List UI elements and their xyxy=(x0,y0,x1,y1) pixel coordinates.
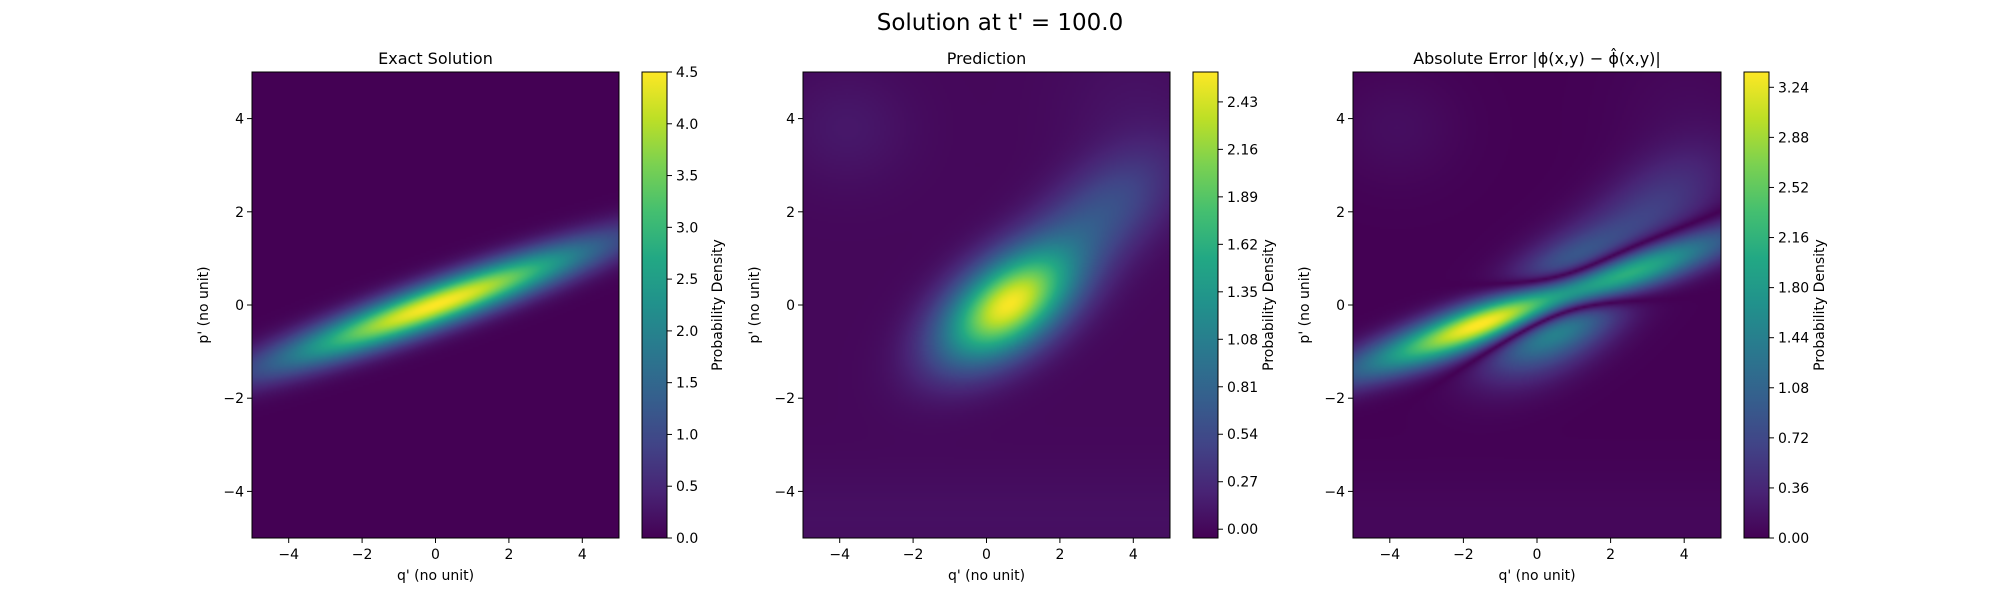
x-tick-label: −4 xyxy=(829,547,850,563)
colorbar xyxy=(1743,71,1770,539)
colorbar-label: Probability Density xyxy=(710,239,726,371)
y-tick-label: 4 xyxy=(235,112,244,128)
colorbar-tick-label: 0.00 xyxy=(1778,531,1809,547)
y-tick-label: 2 xyxy=(1336,205,1345,221)
subplot-3: Absolute Error |ϕ(x,y) − ϕ̂(x,y)| −4 −2 0 2 4… xyxy=(1297,48,1828,584)
colorbar-tick-label: 1.35 xyxy=(1227,285,1258,301)
x-tick-label: 2 xyxy=(1055,547,1064,563)
x-tick-label: 0 xyxy=(431,547,440,563)
colorbar-tick-label: 4.0 xyxy=(676,117,698,133)
colorbar-tick-label: 2.88 xyxy=(1778,130,1809,146)
x-tick-label: 4 xyxy=(578,547,587,563)
x-tick-label: 2 xyxy=(1606,547,1615,563)
x-tick-label: 4 xyxy=(1129,547,1138,563)
x-tick-label: 2 xyxy=(504,547,513,563)
colorbar-tick-label: 4.5 xyxy=(676,65,698,81)
colorbar-label: Probability Density xyxy=(1812,239,1828,371)
y-tick-label: −4 xyxy=(774,484,795,500)
colorbar-tick-label: 1.89 xyxy=(1227,190,1258,206)
colorbar-tick-label: 0.0 xyxy=(676,531,698,547)
colorbar-tick-label: 2.16 xyxy=(1778,231,1809,247)
colorbar-tick-label: 2.5 xyxy=(676,272,698,288)
subplot-title: Prediction xyxy=(947,49,1026,68)
colorbar-tick-label: 0.5 xyxy=(676,479,698,495)
x-axis-label: q' (no unit) xyxy=(1498,568,1575,584)
y-tick-label: −4 xyxy=(1324,484,1345,500)
colorbar-tick-label: 0.36 xyxy=(1778,481,1809,497)
x-tick-label: −2 xyxy=(1453,547,1474,563)
y-tick-label: 0 xyxy=(1336,298,1345,314)
y-tick-label: 2 xyxy=(786,205,795,221)
colorbar-tick-label: 0.81 xyxy=(1227,380,1258,396)
colorbar-tick-label: 3.24 xyxy=(1778,80,1809,96)
y-tick-label: −2 xyxy=(774,391,795,407)
colorbar-tick-label: 1.80 xyxy=(1778,281,1809,297)
x-tick-label: −4 xyxy=(278,547,299,563)
colorbar-tick-label: 1.08 xyxy=(1227,332,1258,348)
x-axis-label: q' (no unit) xyxy=(397,568,474,584)
colorbar xyxy=(641,71,668,539)
colorbar-tick-label: 1.5 xyxy=(676,376,698,392)
heatmap-image xyxy=(803,72,1170,538)
colorbar-label: Probability Density xyxy=(1261,239,1277,371)
colorbar-tick-label: 1.0 xyxy=(676,427,698,443)
y-tick-label: −4 xyxy=(223,484,244,500)
colorbar-tick-label: 1.44 xyxy=(1778,331,1809,347)
colorbar-tick-label: 3.5 xyxy=(676,169,698,185)
y-tick-label: 0 xyxy=(786,298,795,314)
colorbar xyxy=(1192,71,1219,539)
colorbar-tick-label: 0.72 xyxy=(1778,431,1809,447)
x-tick-label: 0 xyxy=(1533,547,1542,563)
heatmap-image xyxy=(252,72,619,538)
colorbar-tick-label: 3.0 xyxy=(676,220,698,236)
subplot-2: Prediction −4 −2 0 2 4 −4 −2 0 2 4 q' (no unit) p' (… xyxy=(747,49,1277,584)
figure-title: Solution at t' = 100.0 xyxy=(877,10,1124,36)
y-tick-label: 0 xyxy=(235,298,244,314)
x-axis-label: q' (no unit) xyxy=(948,568,1025,584)
colorbar-tick-label: 2.16 xyxy=(1227,142,1258,158)
x-tick-label: 4 xyxy=(1680,547,1689,563)
y-tick-label: −2 xyxy=(1324,391,1345,407)
subplot-1: Exact Solution −4 −2 0 2 4 −4 −2 0 2 4 q' (no unit)… xyxy=(196,49,726,584)
subplot-title: Exact Solution xyxy=(378,49,493,68)
colorbar-tick-label: 2.43 xyxy=(1227,95,1258,111)
subplot-title: Absolute Error |ϕ(x,y) − ϕ̂(x,y)| xyxy=(1413,48,1661,68)
x-tick-label: 0 xyxy=(982,547,991,563)
colorbar-tick-label: 2.0 xyxy=(676,324,698,340)
x-tick-label: −2 xyxy=(903,547,924,563)
x-tick-label: −4 xyxy=(1379,547,1400,563)
colorbar-tick-label: 1.08 xyxy=(1778,381,1809,397)
y-tick-label: 2 xyxy=(235,205,244,221)
y-axis-label: p' (no unit) xyxy=(747,266,763,343)
y-tick-label: 4 xyxy=(1336,112,1345,128)
colorbar-tick-label: 0.00 xyxy=(1227,522,1258,538)
y-tick-label: −2 xyxy=(223,391,244,407)
colorbar-tick-label: 1.62 xyxy=(1227,237,1258,253)
colorbar-tick-label: 2.52 xyxy=(1778,180,1809,196)
y-axis-label: p' (no unit) xyxy=(196,266,212,343)
y-tick-label: 4 xyxy=(786,112,795,128)
colorbar-tick-label: 0.54 xyxy=(1227,427,1258,443)
colorbar-tick-label: 0.27 xyxy=(1227,475,1258,491)
heatmap-image xyxy=(1353,72,1721,538)
x-tick-label: −2 xyxy=(352,547,373,563)
y-axis-label: p' (no unit) xyxy=(1297,266,1313,343)
